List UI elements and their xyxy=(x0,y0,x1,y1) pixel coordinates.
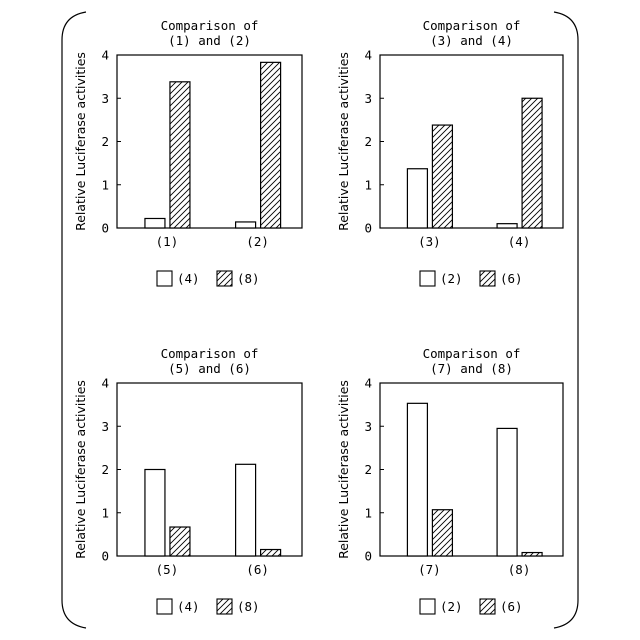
bar-hatched xyxy=(432,510,452,556)
y-tick-label: 2 xyxy=(364,134,372,149)
bar-plain xyxy=(407,403,427,556)
y-axis-label: Relative Luciferase activities xyxy=(73,52,88,231)
chart-title-line: Comparison of xyxy=(161,18,259,33)
legend-swatch-hatched xyxy=(480,599,495,614)
y-tick-label: 0 xyxy=(101,549,109,564)
y-tick-label: 2 xyxy=(101,462,109,477)
y-tick-label: 4 xyxy=(101,376,109,391)
y-tick-label: 3 xyxy=(101,91,109,106)
y-tick-label: 3 xyxy=(101,419,109,434)
right-bracket xyxy=(554,12,578,628)
chart-panel-3: Comparison of(5) and (6) Relative Lucifer… xyxy=(73,346,302,614)
x-tick-label: (2) xyxy=(246,234,269,249)
bar-plain xyxy=(145,470,165,557)
bar-plain xyxy=(407,169,427,228)
legend-swatch-plain xyxy=(420,271,435,286)
y-tick-label: 0 xyxy=(364,221,372,236)
legend-swatch-plain xyxy=(157,271,172,286)
bar-hatched xyxy=(522,553,542,556)
bar-hatched xyxy=(261,62,281,228)
bar-hatched xyxy=(261,550,281,556)
chart-title-line: (5) and (6) xyxy=(168,361,251,376)
y-tick-label: 1 xyxy=(101,505,109,520)
y-tick-label: 1 xyxy=(101,177,109,192)
bar-hatched xyxy=(522,98,542,228)
x-tick-label: (8) xyxy=(508,562,531,577)
bar-hatched xyxy=(170,82,190,228)
bar-hatched xyxy=(432,125,452,228)
chart-panel-4: Comparison of(7) and (8) Relative Lucifer… xyxy=(336,346,563,614)
y-axis-label: Relative Luciferase activities xyxy=(336,380,351,559)
legend-label: (4) xyxy=(177,599,200,614)
legend-swatch-hatched xyxy=(217,599,232,614)
bar-plain xyxy=(145,218,165,228)
y-tick-label: 4 xyxy=(101,48,109,63)
chart-panel-2: Comparison of(3) and (4) Relative Lucifer… xyxy=(336,18,563,286)
y-axis-label: Relative Luciferase activities xyxy=(73,380,88,559)
chart-title-line: Comparison of xyxy=(161,346,259,361)
bar-hatched xyxy=(170,527,190,556)
legend-label: (8) xyxy=(237,271,260,286)
x-tick-label: (1) xyxy=(156,234,179,249)
chart-title-line: Comparison of xyxy=(423,18,521,33)
y-tick-label: 2 xyxy=(101,134,109,149)
chart-title-line: (1) and (2) xyxy=(168,33,251,48)
y-axis-label: Relative Luciferase activities xyxy=(336,52,351,231)
y-tick-label: 4 xyxy=(364,376,372,391)
legend-label: (8) xyxy=(237,599,260,614)
legend-label: (2) xyxy=(440,271,463,286)
legend-label: (4) xyxy=(177,271,200,286)
x-tick-label: (3) xyxy=(418,234,441,249)
chart-title-line: (3) and (4) xyxy=(430,33,513,48)
x-tick-label: (5) xyxy=(156,562,179,577)
bar-plain xyxy=(497,224,517,228)
legend-swatch-hatched xyxy=(217,271,232,286)
y-tick-label: 1 xyxy=(364,505,372,520)
legend-swatch-hatched xyxy=(480,271,495,286)
legend-swatch-plain xyxy=(420,599,435,614)
legend-swatch-plain xyxy=(157,599,172,614)
bar-plain xyxy=(236,464,256,556)
chart-title-line: Comparison of xyxy=(423,346,521,361)
legend-label: (6) xyxy=(500,599,523,614)
figure-canvas: Comparison of(1) and (2)Relative Lucifer… xyxy=(0,0,640,640)
chart-title-line: (7) and (8) xyxy=(430,361,513,376)
y-tick-label: 2 xyxy=(364,462,372,477)
bar-plain xyxy=(236,222,256,228)
y-tick-label: 4 xyxy=(364,48,372,63)
chart-panel-1: Comparison of(1) and (2) Relative Lucifer… xyxy=(73,18,302,286)
x-tick-label: (7) xyxy=(418,562,441,577)
y-tick-label: 0 xyxy=(101,221,109,236)
x-tick-label: (4) xyxy=(508,234,531,249)
bar-plain xyxy=(497,428,517,556)
legend-label: (2) xyxy=(440,599,463,614)
y-tick-label: 3 xyxy=(364,91,372,106)
y-tick-label: 0 xyxy=(364,549,372,564)
x-tick-label: (6) xyxy=(246,562,269,577)
y-tick-label: 1 xyxy=(364,177,372,192)
legend-label: (6) xyxy=(500,271,523,286)
y-tick-label: 3 xyxy=(364,419,372,434)
